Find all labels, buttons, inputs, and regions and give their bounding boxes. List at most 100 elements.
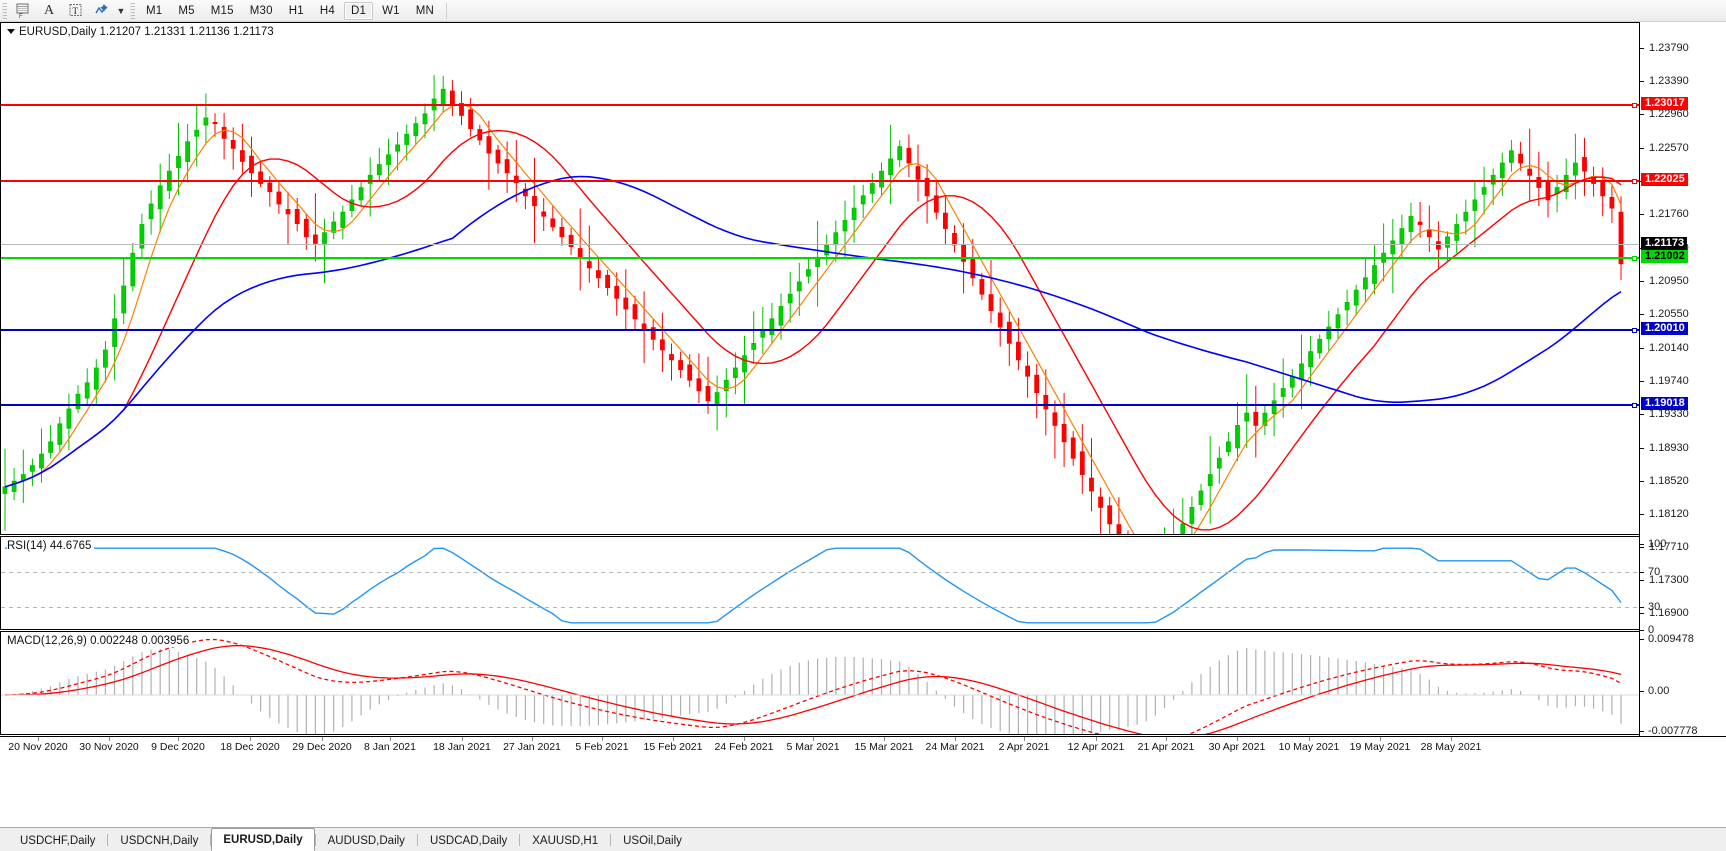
level-anchor-handle[interactable] bbox=[1632, 103, 1637, 108]
level-line-blue[interactable] bbox=[1, 403, 1639, 408]
level-anchor-handle[interactable] bbox=[1632, 256, 1637, 261]
level-line-red[interactable] bbox=[1, 103, 1639, 108]
price-scale-tick: 1.20140 bbox=[1640, 343, 1689, 354]
tab-divider bbox=[519, 833, 521, 846]
tab-divider bbox=[210, 833, 212, 846]
date-tick bbox=[1309, 737, 1310, 741]
price-level-badge[interactable]: 1.22025 bbox=[1641, 173, 1688, 186]
level-line-gray[interactable] bbox=[1, 244, 1639, 245]
tab-usdcad-daily[interactable]: USDCAD,Daily bbox=[429, 834, 508, 847]
date-label: 8 Jan 2021 bbox=[364, 741, 416, 753]
timeframe-m15[interactable]: M15 bbox=[210, 4, 234, 17]
text-label-icon[interactable]: A bbox=[43, 2, 55, 18]
rsi-pane[interactable]: RSI(14) 44.6765 bbox=[0, 536, 1639, 630]
tab-usdchf-daily[interactable]: USDCHF,Daily bbox=[20, 834, 96, 847]
price-scale-tick: 1.18930 bbox=[1640, 443, 1689, 454]
price-scale-tick: 1.17710 bbox=[1640, 542, 1689, 553]
date-label: 10 May 2021 bbox=[1278, 741, 1340, 753]
macd_pane-scale-tick: 0.009478 bbox=[1640, 634, 1694, 645]
price-chart-pane[interactable]: EURUSD,Daily 1.21207 1.21331 1.21136 1.2… bbox=[0, 22, 1639, 535]
price-scale-tick: 1.18120 bbox=[1640, 509, 1689, 520]
rsi-guide-line bbox=[1, 572, 1639, 573]
chevron-down-icon[interactable]: ▼ bbox=[116, 5, 126, 16]
tab-audusd-daily[interactable]: AUDUSD,Daily bbox=[327, 834, 405, 847]
date-label: 15 Mar 2021 bbox=[854, 741, 914, 753]
date-tick bbox=[38, 737, 39, 741]
date-axis[interactable]: 20 Nov 2020 30 Nov 2020 9 Dec 2020 18 Dec 2… bbox=[0, 736, 1726, 756]
tab-usoil-daily[interactable]: USOil,Daily bbox=[623, 834, 682, 847]
date-tick bbox=[390, 737, 391, 741]
timeframe-h4[interactable]: H4 bbox=[319, 4, 335, 17]
price-level-badge[interactable]: 1.23017 bbox=[1641, 97, 1688, 110]
date-tick bbox=[1166, 737, 1167, 741]
date-tick bbox=[955, 737, 956, 741]
date-label: 5 Feb 2021 bbox=[575, 741, 629, 753]
price-scale-tick: 1.23390 bbox=[1640, 76, 1689, 87]
level-anchor-handle[interactable] bbox=[1632, 179, 1637, 184]
timeframe-m1[interactable]: M1 bbox=[146, 4, 163, 17]
rsi_pane-scale-tick: 100 bbox=[1640, 539, 1666, 550]
timeframe-group-grip[interactable] bbox=[130, 2, 135, 19]
date-tick bbox=[1024, 737, 1025, 741]
svg-text:F: F bbox=[19, 14, 23, 18]
date-tick bbox=[1237, 737, 1238, 741]
tab-divider bbox=[610, 833, 612, 846]
date-label: 19 May 2021 bbox=[1349, 741, 1411, 753]
text-object-icon[interactable]: T bbox=[62, 1, 88, 21]
macd_pane-scale-tick: -0.007778 bbox=[1640, 726, 1698, 737]
price-scale-tick: 1.20550 bbox=[1640, 309, 1689, 320]
price-level-badge[interactable]: 1.21173 bbox=[1641, 237, 1688, 250]
macd-pane[interactable]: MACD(12,26,9) 0.002248 0.003956 bbox=[0, 631, 1639, 735]
tab-usdcnh-daily[interactable]: USDCNH,Daily bbox=[120, 834, 199, 847]
timeframe-w1[interactable]: W1 bbox=[382, 4, 400, 17]
macd-pane-header: MACD(12,26,9) 0.002248 0.003956 bbox=[7, 635, 193, 647]
symbol-tabbar: USDCHF,Daily USDCNH,Daily EURUSD,Daily AUDU… bbox=[0, 827, 1726, 851]
timeframe-mn[interactable]: MN bbox=[415, 4, 435, 17]
date-label: 18 Dec 2020 bbox=[220, 741, 280, 753]
level-line-red[interactable] bbox=[1, 179, 1639, 184]
tab-divider bbox=[107, 833, 109, 846]
pane-collapse-icon[interactable] bbox=[7, 29, 15, 34]
date-label: 15 Feb 2021 bbox=[643, 741, 703, 753]
svg-text:T: T bbox=[72, 6, 78, 16]
tab-xauusd-h1[interactable]: XAUUSD,H1 bbox=[532, 834, 599, 847]
new-order-icon[interactable]: F bbox=[10, 1, 36, 21]
level-line-green[interactable] bbox=[1, 256, 1639, 261]
price-scale-tick: 1.17300 bbox=[1640, 575, 1689, 586]
main-toolbar: F A T ▼ M1 M5 M15 M30 H1 H4 D1 W1 MN bbox=[0, 0, 1726, 22]
date-label: 20 Nov 2020 bbox=[8, 741, 68, 753]
price-level-badge[interactable]: 1.19018 bbox=[1641, 397, 1688, 410]
level-anchor-handle[interactable] bbox=[1632, 403, 1637, 408]
toolbar-divider bbox=[446, 2, 448, 19]
price-level-badge[interactable]: 1.21002 bbox=[1641, 250, 1688, 263]
price-scale-tick: 1.22960 bbox=[1640, 109, 1689, 120]
date-label: 30 Nov 2020 bbox=[79, 741, 139, 753]
date-label: 29 Dec 2020 bbox=[292, 741, 352, 753]
date-label: 5 Mar 2021 bbox=[786, 741, 840, 753]
date-label: 18 Jan 2021 bbox=[433, 741, 491, 753]
tab-eurusd-daily[interactable]: EURUSD,Daily bbox=[211, 828, 315, 851]
toolbar-grip[interactable] bbox=[2, 2, 7, 19]
rsi-line bbox=[5, 547, 1622, 624]
timeframe-group: M1 M5 M15 M30 H1 H4 D1 W1 MN bbox=[138, 1, 442, 20]
date-label: 12 Apr 2021 bbox=[1067, 741, 1125, 753]
price-scale-tick: 1.19330 bbox=[1640, 409, 1689, 420]
level-line-blue[interactable] bbox=[1, 328, 1639, 333]
price-scale-tick: 1.18520 bbox=[1640, 476, 1689, 487]
price-scale[interactable]: 1.237901.233901.229601.225701.221701.217… bbox=[1639, 22, 1726, 737]
indicators-icon[interactable] bbox=[88, 1, 114, 21]
rsi-guide-line bbox=[1, 607, 1639, 608]
price-level-badge[interactable]: 1.20010 bbox=[1641, 322, 1688, 335]
date-tick bbox=[744, 737, 745, 741]
date-label: 2 Apr 2021 bbox=[998, 741, 1050, 753]
timeframe-h1[interactable]: H1 bbox=[288, 4, 304, 17]
level-anchor-handle[interactable] bbox=[1632, 328, 1637, 333]
chart-shell: EURUSD,Daily 1.21207 1.21331 1.21136 1.2… bbox=[0, 22, 1726, 827]
date-label: 24 Mar 2021 bbox=[925, 741, 985, 753]
timeframe-m30[interactable]: M30 bbox=[249, 4, 273, 17]
timeframe-m5[interactable]: M5 bbox=[178, 4, 195, 17]
date-tick bbox=[462, 737, 463, 741]
rsi-pane-header: RSI(14) 44.6765 bbox=[7, 540, 95, 552]
timeframe-d1[interactable]: D1 bbox=[343, 1, 374, 20]
price-scale-tick: 1.21760 bbox=[1640, 209, 1689, 220]
